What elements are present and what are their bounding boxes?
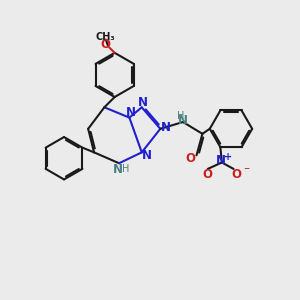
Text: O: O <box>101 38 111 51</box>
Text: N: N <box>138 95 148 109</box>
Text: N: N <box>216 154 226 167</box>
Text: N: N <box>142 149 152 162</box>
Text: N: N <box>126 106 136 119</box>
Text: H: H <box>122 164 129 174</box>
Text: +: + <box>224 152 232 162</box>
Text: ⁻: ⁻ <box>243 165 249 178</box>
Text: N: N <box>161 121 171 134</box>
Text: N: N <box>177 114 188 127</box>
Text: O: O <box>185 152 195 165</box>
Text: O: O <box>202 168 212 181</box>
Text: CH₃: CH₃ <box>95 32 115 42</box>
Text: N: N <box>112 163 123 176</box>
Text: O: O <box>231 168 241 181</box>
Text: H: H <box>177 111 184 121</box>
